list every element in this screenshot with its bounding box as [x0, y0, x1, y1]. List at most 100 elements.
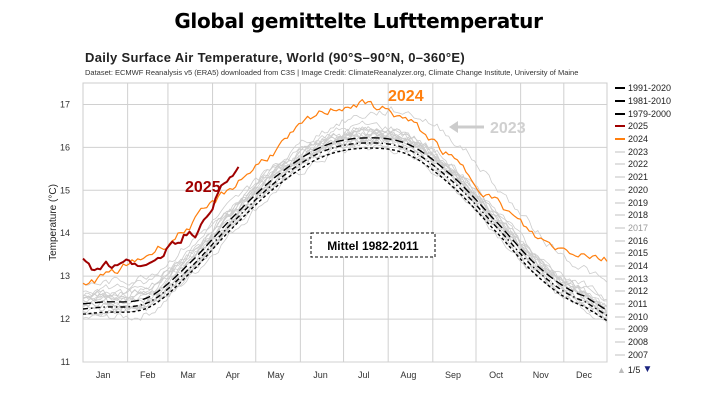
- x-tick-label: May: [267, 370, 285, 380]
- legend-item-2025[interactable]: 2025: [615, 120, 671, 133]
- page-indicator: 1/5: [627, 364, 641, 375]
- legend-label: 2020: [628, 184, 649, 195]
- y-axis-label: Temperature (°C): [48, 184, 59, 261]
- plot-area: [82, 82, 608, 363]
- legend-item-2013[interactable]: 2013: [615, 272, 671, 285]
- legend-label: 2015: [628, 248, 649, 259]
- y-tick-label: 17: [60, 99, 70, 109]
- legend-swatch: [615, 252, 625, 255]
- legend-swatch: [615, 277, 625, 280]
- legend-swatch: [615, 87, 625, 90]
- legend-item-2008[interactable]: 2008: [615, 336, 671, 349]
- x-tick-label: Aug: [400, 370, 416, 380]
- series-line-1979-2000: [82, 147, 608, 322]
- legend-swatch: [615, 290, 625, 293]
- x-tick-label: Oct: [489, 370, 504, 380]
- legend: 1991-2020 1981-2010 1979-2000 2025 2024 2023 2…: [615, 82, 671, 361]
- mean-box-label: Mittel 1982-2011: [327, 239, 419, 253]
- legend-swatch: [615, 226, 625, 229]
- legend-swatch: [615, 201, 625, 204]
- legend-item-2019[interactable]: 2019: [615, 196, 671, 209]
- legend-item-2010[interactable]: 2010: [615, 310, 671, 323]
- y-tick-label: 15: [60, 185, 70, 195]
- y-tick-label: 12: [60, 314, 70, 324]
- legend-label: 2013: [628, 273, 649, 284]
- x-tick-label: Jun: [313, 370, 328, 380]
- series-line-2025: [82, 166, 240, 272]
- legend-item-2024[interactable]: 2024: [615, 133, 671, 146]
- legend-swatch: [615, 341, 625, 344]
- page-down-icon[interactable]: ▼: [642, 364, 653, 375]
- legend-label: 2008: [628, 337, 649, 348]
- legend-item-2014[interactable]: 2014: [615, 260, 671, 273]
- series-line-1981-2010: [82, 142, 608, 317]
- legend-item-2017[interactable]: 2017: [615, 222, 671, 235]
- x-tick-label: Jan: [96, 370, 111, 380]
- series-line-2015: [82, 128, 608, 308]
- annotation-2024: 2024: [388, 88, 424, 105]
- x-tick-label: Jul: [358, 370, 370, 380]
- legend-label: 2012: [628, 286, 649, 297]
- legend-label: 2010: [628, 311, 649, 322]
- legend-label: 2025: [628, 121, 649, 132]
- series-line-2023: [82, 106, 608, 300]
- legend-swatch: [615, 264, 625, 267]
- legend-swatch: [615, 328, 625, 331]
- legend-pager: ▲ 1/5 ▼: [617, 364, 652, 375]
- legend-item-1981-2010[interactable]: 1981-2010: [615, 95, 671, 108]
- legend-swatch: [615, 353, 625, 356]
- legend-label: 2019: [628, 197, 649, 208]
- legend-item-2012[interactable]: 2012: [615, 285, 671, 298]
- legend-swatch: [615, 315, 625, 318]
- legend-swatch: [615, 214, 625, 217]
- legend-item-2016[interactable]: 2016: [615, 234, 671, 247]
- legend-item-2018[interactable]: 2018: [615, 209, 671, 222]
- annotation-2023: 2023: [490, 120, 526, 137]
- x-tick-label: Sep: [445, 370, 461, 380]
- legend-label: 1981-2010: [628, 96, 672, 107]
- x-tick-label: Feb: [140, 370, 156, 380]
- chart-subtitle: Dataset: ECMWF Reanalysis v5 (ERA5) down…: [85, 68, 579, 77]
- legend-label: 2016: [628, 235, 649, 246]
- legend-label: 1991-2020: [628, 83, 672, 94]
- legend-label: 2009: [628, 324, 649, 335]
- legend-label: 2011: [628, 299, 648, 310]
- legend-label: 2017: [628, 222, 649, 233]
- legend-swatch: [615, 176, 625, 179]
- legend-swatch: [615, 188, 625, 191]
- legend-item-2020[interactable]: 2020: [615, 184, 671, 197]
- x-tick-label: Dec: [576, 370, 593, 380]
- legend-swatch: [615, 138, 625, 141]
- y-tick-label: 11: [61, 357, 70, 367]
- legend-label: 2018: [628, 210, 649, 221]
- legend-item-1991-2020[interactable]: 1991-2020: [615, 82, 671, 95]
- legend-swatch: [615, 303, 625, 306]
- series-line-2022: [82, 126, 608, 306]
- legend-item-2023[interactable]: 2023: [615, 145, 671, 158]
- legend-swatch: [615, 112, 625, 115]
- legend-item-2011[interactable]: 2011: [615, 298, 671, 311]
- y-tick-label: 16: [60, 142, 70, 152]
- series-line-2007: [82, 138, 608, 320]
- mean-box: [310, 232, 436, 258]
- legend-swatch: [615, 239, 625, 242]
- y-tick-label: 14: [60, 228, 70, 238]
- legend-label: 2022: [628, 159, 649, 170]
- legend-item-2022[interactable]: 2022: [615, 158, 671, 171]
- legend-item-1979-2000[interactable]: 1979-2000: [615, 107, 671, 120]
- page-up-icon[interactable]: ▲: [617, 364, 626, 375]
- legend-label: 2007: [628, 349, 649, 360]
- x-tick-label: Mar: [180, 370, 196, 380]
- legend-swatch: [615, 125, 625, 128]
- x-tick-label: Nov: [533, 370, 550, 380]
- legend-item-2021[interactable]: 2021: [615, 171, 671, 184]
- legend-item-2009[interactable]: 2009: [615, 323, 671, 336]
- annotation-2025: 2025: [185, 179, 221, 196]
- legend-item-2015[interactable]: 2015: [615, 247, 671, 260]
- legend-label: 2021: [628, 172, 649, 183]
- chart-title: Daily Surface Air Temperature, World (90…: [85, 50, 465, 65]
- legend-label: 2023: [628, 146, 649, 157]
- legend-swatch: [615, 100, 625, 103]
- legend-item-2007[interactable]: 2007: [615, 348, 671, 361]
